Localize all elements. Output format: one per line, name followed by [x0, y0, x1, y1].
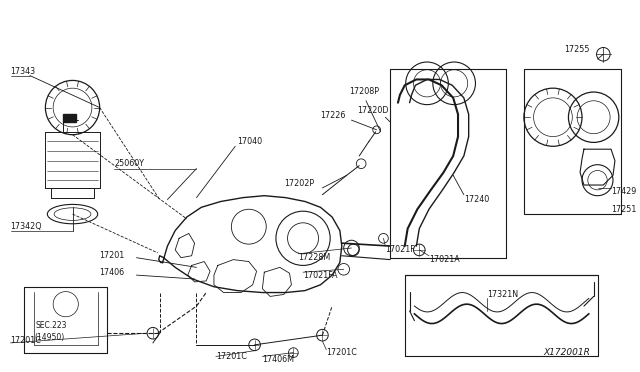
Text: X172001R: X172001R: [543, 348, 590, 357]
Text: 17406M: 17406M: [262, 355, 294, 364]
Text: 25060Y: 25060Y: [114, 159, 144, 168]
Text: (14950): (14950): [35, 333, 65, 341]
Text: 17343: 17343: [10, 67, 36, 76]
Text: 17201: 17201: [100, 251, 125, 260]
Text: 17021F: 17021F: [385, 246, 415, 254]
Text: 17429: 17429: [611, 187, 636, 196]
Text: 17201C: 17201C: [216, 352, 247, 361]
Bar: [63, 114, 76, 122]
Text: 17255: 17255: [564, 45, 590, 54]
Text: 17240: 17240: [464, 195, 489, 204]
Text: 17321N: 17321N: [487, 290, 518, 299]
Text: 17021FA: 17021FA: [303, 270, 337, 280]
Text: SEC.223: SEC.223: [36, 321, 67, 330]
Text: 17220D: 17220D: [357, 106, 388, 115]
Text: 17342Q: 17342Q: [10, 222, 42, 231]
Text: 17040: 17040: [237, 137, 262, 146]
Text: 17201C: 17201C: [326, 348, 357, 357]
Text: 17202P: 17202P: [284, 179, 314, 187]
Text: 17201C: 17201C: [10, 336, 42, 344]
Text: 17226: 17226: [321, 111, 346, 120]
Text: 17406: 17406: [100, 268, 125, 277]
Text: 17228M: 17228M: [298, 253, 330, 262]
Text: 17021A: 17021A: [429, 255, 460, 264]
Text: 17208P: 17208P: [349, 87, 380, 96]
Text: 17251: 17251: [611, 205, 636, 214]
